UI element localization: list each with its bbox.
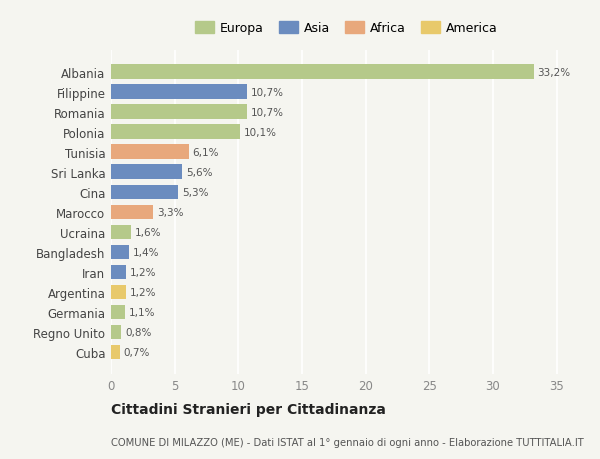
Text: Cittadini Stranieri per Cittadinanza: Cittadini Stranieri per Cittadinanza: [111, 402, 386, 416]
Text: 10,7%: 10,7%: [251, 87, 284, 97]
Bar: [111, 125, 239, 140]
Text: 1,2%: 1,2%: [130, 287, 157, 297]
Bar: [111, 85, 247, 100]
Text: 10,7%: 10,7%: [251, 107, 284, 118]
Bar: [111, 225, 131, 240]
Text: 6,1%: 6,1%: [193, 147, 219, 157]
Text: 0,7%: 0,7%: [124, 347, 150, 357]
Bar: [111, 285, 126, 299]
Bar: [111, 325, 121, 339]
Text: 33,2%: 33,2%: [538, 67, 571, 78]
Bar: [111, 205, 153, 219]
Bar: [111, 145, 188, 160]
Bar: [111, 345, 120, 359]
Text: COMUNE DI MILAZZO (ME) - Dati ISTAT al 1° gennaio di ogni anno - Elaborazione TU: COMUNE DI MILAZZO (ME) - Dati ISTAT al 1…: [111, 437, 584, 447]
Text: 1,2%: 1,2%: [130, 267, 157, 277]
Bar: [111, 305, 125, 319]
Text: 0,8%: 0,8%: [125, 327, 151, 337]
Text: 5,6%: 5,6%: [186, 168, 212, 177]
Bar: [111, 65, 533, 79]
Text: 1,1%: 1,1%: [129, 307, 155, 317]
Text: 3,3%: 3,3%: [157, 207, 184, 217]
Legend: Europa, Asia, Africa, America: Europa, Asia, Africa, America: [193, 20, 500, 38]
Text: 5,3%: 5,3%: [182, 187, 209, 197]
Bar: [111, 165, 182, 179]
Bar: [111, 185, 178, 200]
Text: 1,6%: 1,6%: [135, 227, 161, 237]
Bar: [111, 245, 129, 259]
Bar: [111, 105, 247, 119]
Bar: [111, 265, 126, 280]
Text: 10,1%: 10,1%: [244, 127, 277, 137]
Text: 1,4%: 1,4%: [133, 247, 159, 257]
